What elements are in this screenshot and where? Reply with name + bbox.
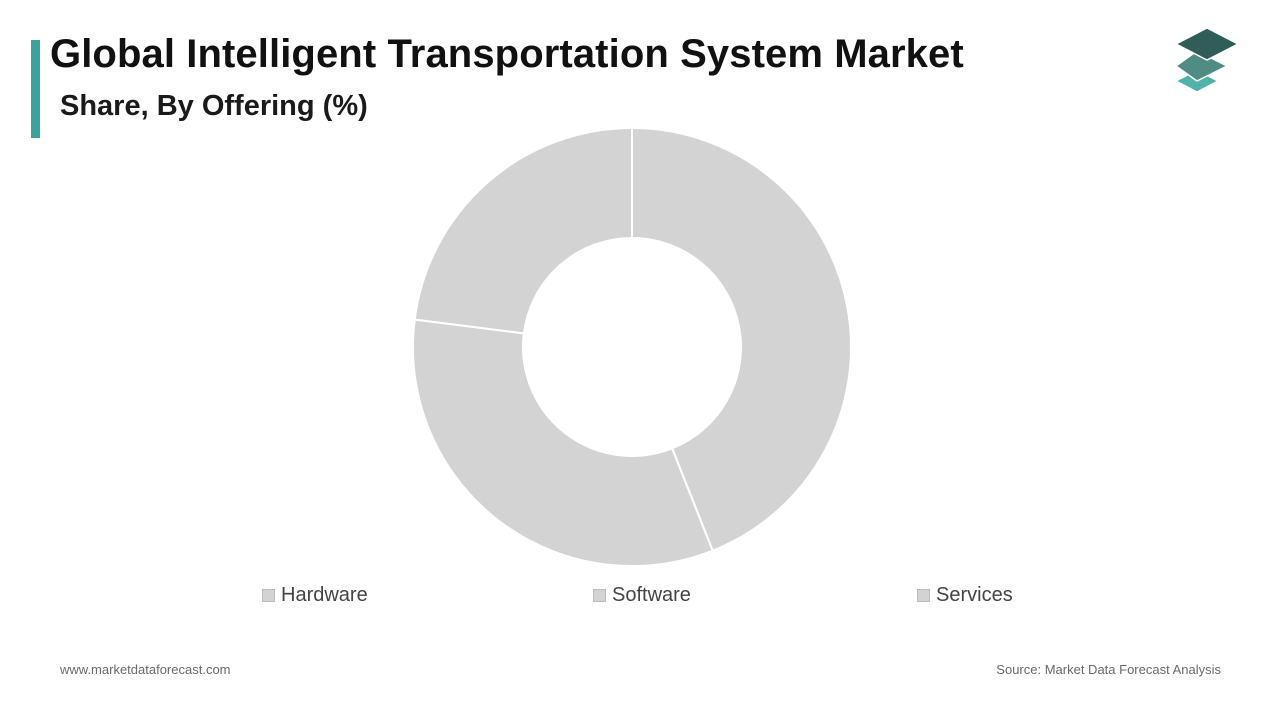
title-accent-bar bbox=[31, 40, 40, 138]
legend-item-services: Services bbox=[917, 582, 1013, 608]
logo-layer-top bbox=[1174, 27, 1240, 61]
website-url[interactable]: www.marketdataforecast.com bbox=[60, 662, 231, 677]
stacked-layers-icon bbox=[1174, 27, 1240, 93]
legend-label-software: Software bbox=[612, 583, 691, 606]
legend-item-software: Software bbox=[593, 582, 691, 608]
logo-layer-middle bbox=[1174, 50, 1229, 82]
donut-slice-hardware bbox=[631, 126, 852, 552]
legend-item-hardware: Hardware bbox=[262, 582, 368, 608]
legend-swatch-services bbox=[917, 588, 930, 602]
donut-slice-services bbox=[413, 126, 633, 335]
legend-label-services: Services bbox=[936, 583, 1013, 606]
legend-label-hardware: Hardware bbox=[281, 583, 368, 606]
legend-swatch-software bbox=[593, 588, 606, 602]
source-note: Source: Market Data Forecast Analysis bbox=[996, 662, 1221, 677]
chart-subtitle: Share, By Offering (%) bbox=[60, 90, 368, 122]
donut-slices bbox=[412, 126, 852, 567]
chart-title: Global Intelligent Transportation System… bbox=[50, 32, 964, 76]
donut-slice-software bbox=[412, 318, 714, 567]
legend-swatch-hardware bbox=[262, 588, 275, 602]
